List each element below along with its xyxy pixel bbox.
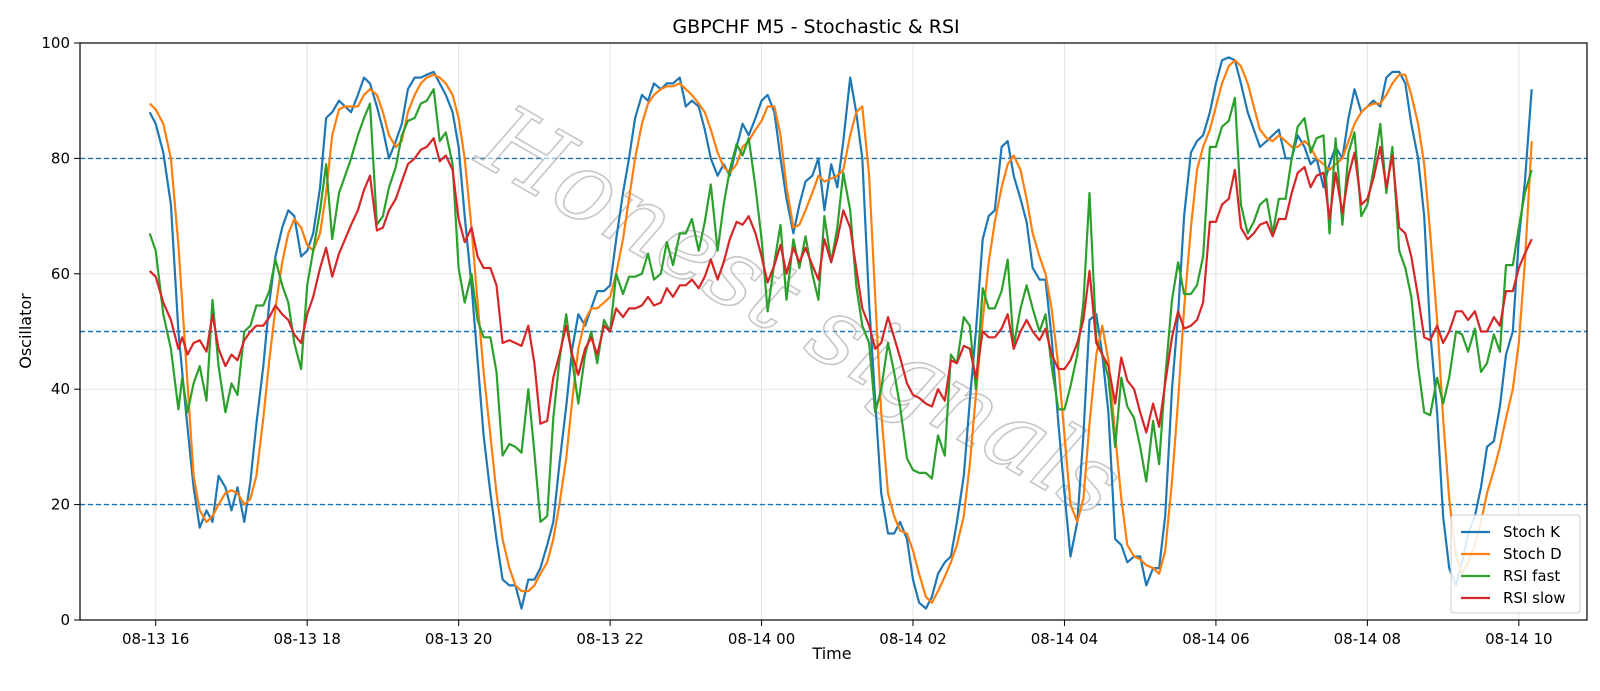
legend: Stoch K Stoch D RSI fast RSI slow [1450, 514, 1581, 614]
y-tick-label: 100 [41, 34, 70, 52]
legend-label: RSI slow [1503, 589, 1566, 607]
y-tick-label: 60 [51, 265, 70, 283]
x-axis-title: Time [811, 644, 851, 663]
legend-label: RSI fast [1503, 567, 1560, 585]
y-tick-label: 0 [60, 611, 70, 629]
x-tick-label: 08-14 04 [1031, 630, 1098, 648]
x-tick-label: 08-14 02 [879, 630, 946, 648]
x-tick-label: 08-14 06 [1182, 630, 1249, 648]
x-tick-label: 08-14 08 [1334, 630, 1401, 648]
x-tick-label: 08-14 10 [1485, 630, 1552, 648]
series-line-rsi-fast [148, 88, 1533, 523]
series-layer [148, 56, 1533, 610]
y-tick-label: 80 [51, 149, 70, 167]
chart-title: GBPCHF M5 - Stochastic & RSI [672, 16, 959, 38]
plot-frame [79, 42, 1588, 621]
legend-box [1450, 514, 1581, 614]
legend-label: Stoch D [1503, 545, 1562, 563]
x-tick-label: 08-14 00 [728, 630, 795, 648]
x-tick-label: 08-13 18 [273, 630, 340, 648]
y-axis-title: Oscillator [16, 293, 35, 369]
x-tick-label: 08-13 20 [425, 630, 492, 648]
series-line-rsi-slow [148, 137, 1533, 434]
legend-label: Stoch K [1503, 523, 1561, 541]
y-axis: 0 20 40 60 80 100 [41, 34, 80, 629]
x-tick-label: 08-13 16 [122, 630, 189, 648]
y-tick-label: 20 [51, 496, 70, 514]
series-line-stoch-d [148, 59, 1533, 604]
x-tick-label: 08-13 22 [576, 630, 643, 648]
y-tick-label: 40 [51, 380, 70, 398]
x-axis: 08-13 16 08-13 18 08-13 20 08-13 22 08-14 00… [122, 620, 1553, 648]
reference-lines [80, 157, 1587, 506]
watermark-text: Honest signals [460, 82, 1140, 539]
